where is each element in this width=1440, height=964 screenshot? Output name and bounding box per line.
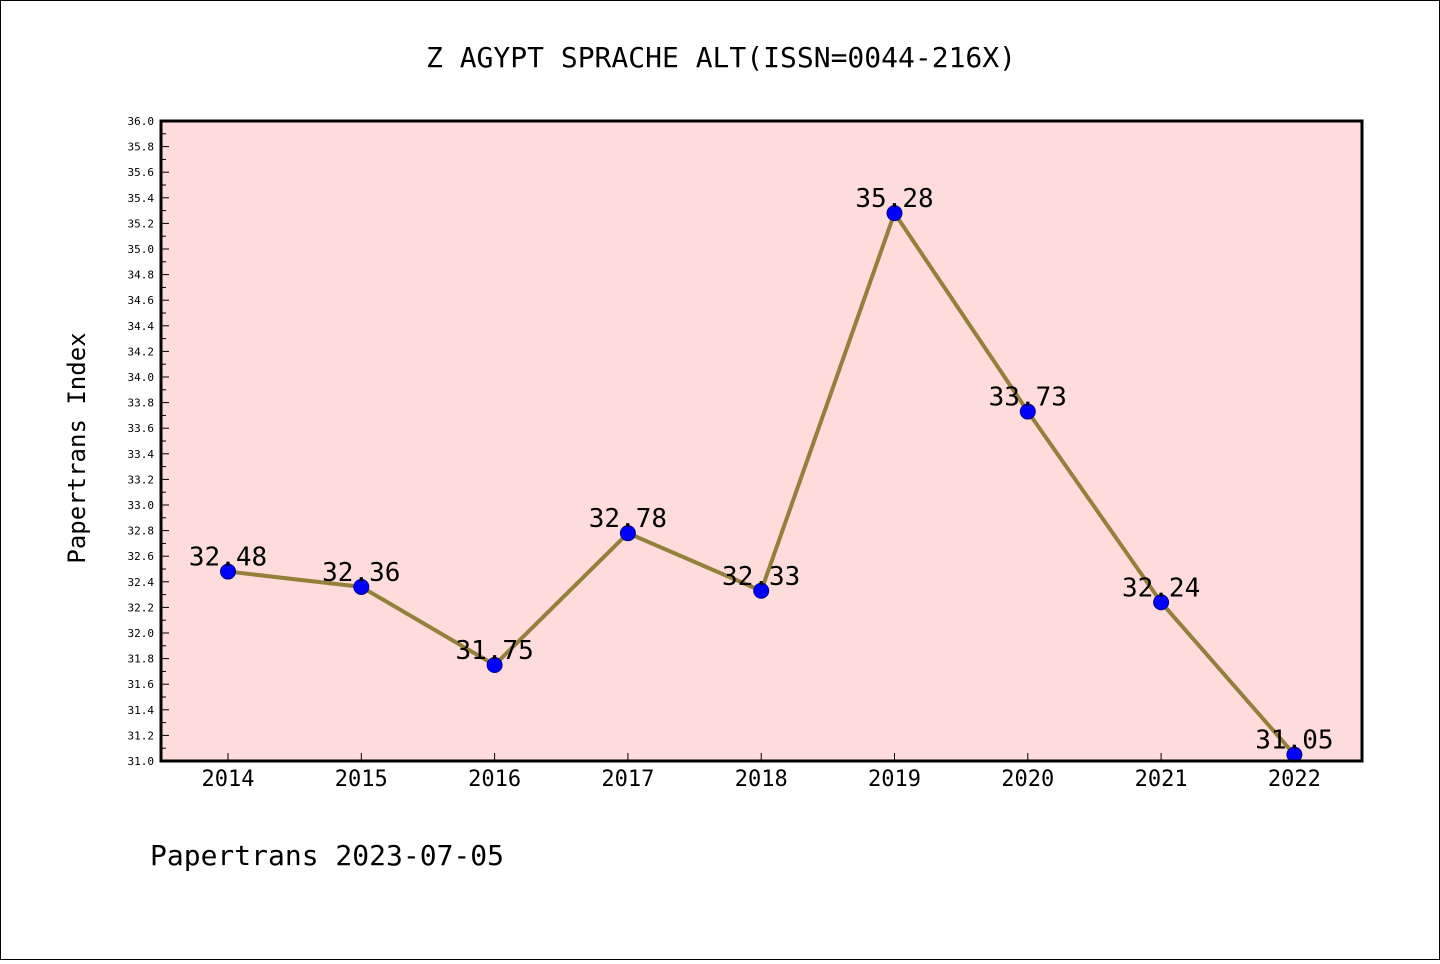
data-point [353,578,370,595]
y-tick-label: 32.8 [128,525,155,538]
plot-area [161,121,1362,761]
data-label: 35.28 [855,184,933,214]
y-tick-label: 33.2 [128,473,155,486]
y-tick-label: 32.4 [128,576,155,589]
x-axis-ticks: 2014 2015 2016 2017 2018 2019 2020 2021 2022 [202,753,1321,792]
y-tick-label: 34.2 [128,345,155,358]
data-label: 32.48 [189,543,267,573]
y-tick-label: 34.8 [128,269,155,282]
x-tick-label: 2016 [468,767,521,792]
y-tick-label: 31.8 [128,653,155,666]
data-point [1019,403,1036,420]
y-axis-label: Papertrans Index [63,332,91,563]
y-tick-label: 34.6 [128,294,155,307]
y-tick-label: 34.0 [128,371,155,384]
y-tick-label: 35.0 [128,243,155,256]
x-tick-label: 2020 [1001,767,1054,792]
data-point [486,657,503,673]
y-tick-label: 31.2 [128,729,155,742]
y-tick-label: 35.8 [128,141,155,154]
x-tick-label: 2021 [1135,767,1188,792]
data-label: 32.33 [722,562,800,592]
y-tick-label: 33.6 [128,422,155,435]
plot-border [159,119,1364,763]
data-label: 32.24 [1122,573,1200,603]
chart-title: Z AGYPT SPRACHE ALT(ISSN=0044-216X) [426,41,1016,74]
data-label: 32.36 [322,558,400,588]
y-tick-label: 35.4 [128,192,155,205]
y-tick-label: 35.2 [128,217,155,230]
y-tick-label: 32.6 [128,550,155,563]
data-point [220,563,236,580]
data-label: 31.75 [455,636,533,666]
data-label: 33.73 [989,383,1067,413]
y-tick-label: 33.0 [128,499,155,512]
x-tick-label: 2018 [735,767,788,792]
y-tick-label: 36.0 [128,115,155,128]
y-tick-label: 32.2 [128,601,155,614]
data-point [753,582,770,599]
x-tick-label: 2022 [1268,767,1321,792]
data-label: 31.05 [1255,726,1333,756]
data-point [1153,594,1170,611]
data-labels-layer: 32.48 32.36 31.75 32.78 32.33 35.28 33.73 32.24… [189,184,1334,755]
footer-text: Papertrans 2023-07-05 [150,839,504,872]
x-tick-label: 2014 [202,767,255,792]
y-tick-label: 31.4 [128,704,155,717]
data-point [619,525,636,542]
y-tick-label: 33.8 [128,397,155,410]
y-tick-label: 34.4 [128,320,155,333]
y-tick-label: 35.6 [128,166,155,179]
data-point [886,205,903,222]
y-axis-ticks: 31.0 31.2 31.4 31.6 31.8 32.0 32.2 32.4 32.6 32.8… [128,115,169,768]
x-tick-label: 2015 [335,767,388,792]
x-tick-label: 2019 [868,767,921,792]
y-tick-label: 31.0 [128,755,155,768]
y-tick-label: 33.4 [128,448,155,461]
y-tick-label: 32.0 [128,627,155,640]
y-tick-label: 31.6 [128,678,155,691]
data-label: 32.78 [589,504,667,534]
series-layer [220,205,1303,763]
x-tick-label: 2017 [601,767,654,792]
